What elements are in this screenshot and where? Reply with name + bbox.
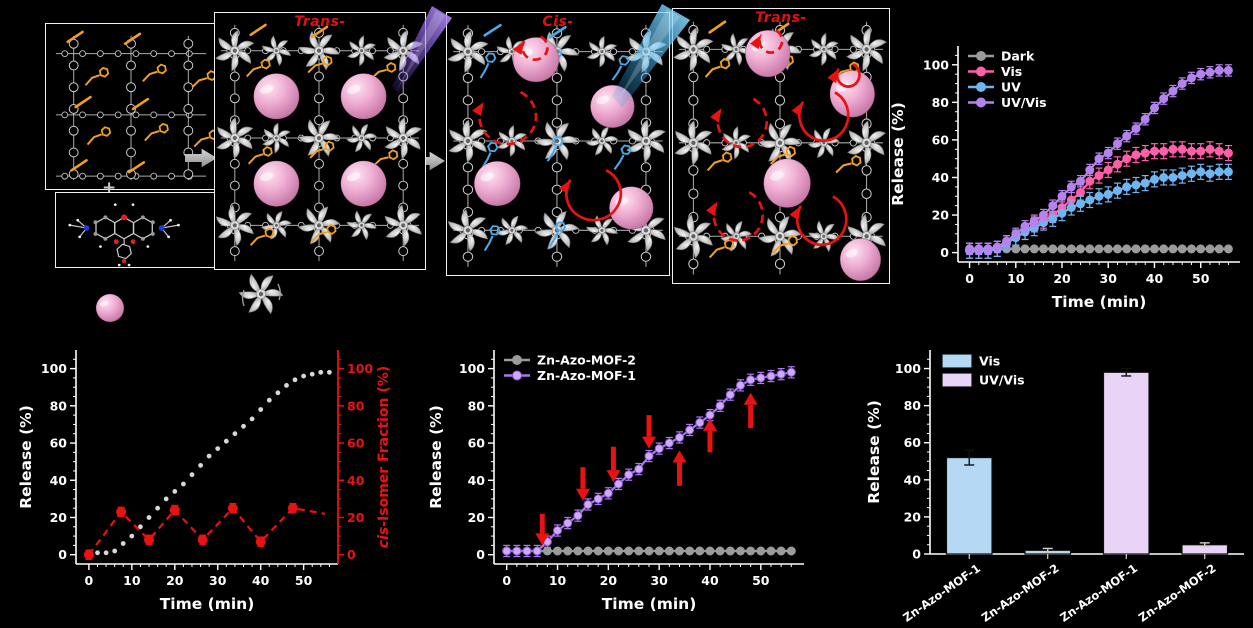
svg-text:Time (min): Time (min) [160, 595, 255, 613]
svg-text:Zn-Azo-MOF-2: Zn-Azo-MOF-2 [1136, 561, 1219, 625]
dye-molecule-panel [55, 192, 215, 268]
vis-beam-icon [606, 4, 694, 116]
svg-text:40: 40 [50, 473, 68, 488]
svg-text:40: 40 [252, 573, 270, 588]
cis-mof-rotating-panel: Cis- [446, 12, 670, 276]
svg-text:Vis: Vis [1001, 64, 1022, 79]
svg-text:100: 100 [41, 361, 67, 376]
svg-text:20: 20 [347, 510, 365, 525]
svg-text:Time (min): Time (min) [1052, 293, 1147, 311]
dye-sphere-icon [92, 289, 128, 325]
svg-text:10: 10 [1007, 271, 1025, 286]
svg-text:80: 80 [932, 95, 950, 110]
svg-text:Release (%): Release (%) [17, 405, 35, 509]
svg-text:0: 0 [476, 547, 485, 562]
trans-label: Trans- [294, 14, 346, 30]
svg-text:0: 0 [502, 573, 511, 588]
svg-text:60: 60 [904, 435, 922, 450]
uv-beam-icon [388, 6, 456, 102]
svg-text:cis-Isomer Fraction (%): cis-Isomer Fraction (%) [376, 366, 392, 548]
svg-text:0: 0 [347, 547, 356, 562]
svg-text:20: 20 [50, 510, 68, 525]
svg-text:80: 80 [50, 398, 68, 413]
svg-text:40: 40 [904, 472, 922, 487]
svg-text:100: 100 [923, 57, 949, 72]
svg-text:Zn-Azo-MOF-2: Zn-Azo-MOF-2 [537, 353, 636, 368]
svg-text:UV: UV [1001, 80, 1021, 95]
svg-text:40: 40 [932, 170, 950, 185]
svg-text:Release (%): Release (%) [889, 102, 907, 206]
svg-text:UV/Vis: UV/Vis [979, 373, 1025, 388]
svg-text:50: 50 [295, 573, 313, 588]
svg-text:80: 80 [468, 398, 486, 413]
release-cis-fraction-chart: 0 10 20 30 40 50 0 20 40 60 80 100 Time (min) Release… [16, 334, 394, 628]
trans-label-2: Trans- [755, 10, 807, 26]
svg-text:20: 20 [1053, 271, 1071, 286]
svg-text:Zn-Azo-MOF-2: Zn-Azo-MOF-2 [979, 561, 1062, 625]
svg-text:60: 60 [932, 132, 950, 147]
svg-text:50: 50 [1192, 271, 1210, 286]
svg-text:20: 20 [932, 208, 950, 223]
svg-text:40: 40 [701, 573, 719, 588]
svg-text:100: 100 [347, 361, 373, 376]
svg-text:0: 0 [58, 547, 67, 562]
svg-text:60: 60 [347, 436, 365, 451]
svg-text:50: 50 [752, 573, 770, 588]
svg-text:100: 100 [459, 361, 485, 376]
svg-text:0: 0 [940, 245, 949, 260]
svg-text:Release (%): Release (%) [427, 405, 445, 509]
svg-text:Release (%): Release (%) [865, 400, 883, 504]
svg-text:30: 30 [1100, 271, 1118, 286]
svg-text:40: 40 [1146, 271, 1164, 286]
svg-text:80: 80 [904, 398, 922, 413]
mof-framework-panel [45, 23, 217, 190]
svg-text:10: 10 [123, 573, 141, 588]
svg-text:100: 100 [895, 361, 921, 376]
svg-text:40: 40 [468, 473, 486, 488]
svg-text:80: 80 [347, 398, 365, 413]
molecular-rotor-icon [236, 270, 288, 320]
svg-text:Dark: Dark [1001, 49, 1035, 64]
trans-mof-releasing-panel: Trans- [672, 8, 890, 284]
svg-text:30: 30 [209, 573, 227, 588]
svg-text:0: 0 [965, 271, 974, 286]
release-summary-bar-chart: 0 20 40 60 80 100 Release (%) Zn-Azo-MOF-1 Zn-Az… [864, 334, 1252, 628]
svg-text:40: 40 [347, 473, 365, 488]
svg-text:0: 0 [912, 547, 921, 562]
svg-text:10: 10 [549, 573, 567, 588]
svg-text:60: 60 [468, 436, 486, 451]
svg-text:Zn-Azo-MOF-1: Zn-Azo-MOF-1 [900, 561, 983, 625]
svg-text:Zn-Azo-MOF-1: Zn-Azo-MOF-1 [537, 368, 636, 383]
svg-text:20: 20 [904, 509, 922, 524]
svg-text:Zn-Azo-MOF-1: Zn-Azo-MOF-1 [1057, 561, 1140, 625]
svg-text:Time (min): Time (min) [602, 595, 697, 613]
svg-text:30: 30 [650, 573, 668, 588]
svg-text:Vis: Vis [979, 354, 1000, 369]
svg-text:20: 20 [468, 510, 486, 525]
trans-mof-loaded-panel: Trans- [214, 12, 426, 270]
svg-text:20: 20 [600, 573, 618, 588]
svg-text:20: 20 [166, 573, 184, 588]
mof-comparison-chart: 0 10 20 30 40 50 0 20 40 60 80 100 Time (min) Release… [426, 334, 816, 628]
release-kinetics-chart: 0 10 20 30 40 50 0 20 40 60 80 100 Time (min) Release… [888, 22, 1250, 326]
svg-text:UV/Vis: UV/Vis [1001, 95, 1047, 110]
svg-text:60: 60 [50, 436, 68, 451]
cis-label: Cis- [542, 14, 574, 30]
svg-text:0: 0 [85, 573, 94, 588]
